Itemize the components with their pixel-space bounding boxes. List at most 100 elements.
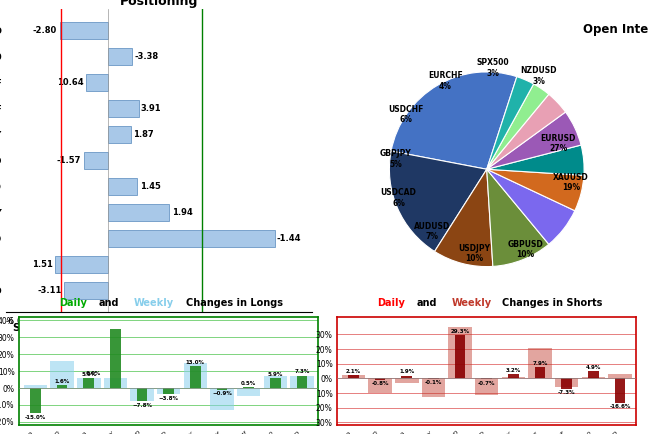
Bar [108, 100, 138, 117]
Bar [395, 378, 419, 383]
Text: 3.91: 3.91 [141, 104, 162, 113]
Text: USDJPY
10%: USDJPY 10% [458, 244, 490, 263]
Bar [290, 376, 313, 388]
Bar [342, 375, 365, 378]
Text: 1.45: 1.45 [140, 182, 161, 191]
Bar [369, 378, 392, 393]
Text: USDCHF
6%: USDCHF 6% [389, 105, 424, 125]
Bar [508, 374, 519, 378]
Bar [237, 388, 260, 397]
Text: EURCHF
4%: EURCHF 4% [428, 71, 463, 91]
Bar [55, 256, 108, 273]
Text: 2.1%: 2.1% [346, 369, 361, 374]
Bar [348, 375, 359, 378]
Text: USDCAD
6%: USDCAD 6% [380, 188, 417, 207]
Wedge shape [391, 72, 517, 169]
Bar [60, 23, 108, 39]
Text: -0.8%: -0.8% [371, 381, 389, 386]
Text: Daily: Daily [59, 298, 87, 308]
Bar [164, 388, 174, 395]
Text: -1.44: -1.44 [277, 234, 301, 243]
Bar [110, 329, 121, 388]
Bar [615, 378, 626, 403]
Bar [535, 367, 545, 378]
Bar [482, 378, 492, 379]
Text: XAUUSD
19%: XAUUSD 19% [553, 173, 589, 192]
Bar [270, 378, 280, 388]
Text: −7.8%: −7.8% [132, 403, 152, 408]
Text: Changes in Longs: Changes in Longs [186, 298, 283, 308]
Text: 1.87: 1.87 [133, 130, 154, 139]
Bar [297, 376, 308, 388]
Text: -0.1%: -0.1% [424, 380, 442, 385]
Bar [108, 230, 275, 247]
Bar [582, 377, 605, 378]
Bar [448, 327, 472, 378]
Text: 5.9%: 5.9% [267, 372, 283, 377]
Text: Short: Short [12, 323, 45, 333]
Bar [86, 74, 108, 91]
Wedge shape [435, 169, 493, 266]
Wedge shape [389, 151, 487, 251]
Bar [217, 388, 227, 390]
Bar [84, 152, 108, 169]
Bar [608, 374, 631, 378]
Wedge shape [487, 169, 575, 244]
Text: 29.3%: 29.3% [450, 329, 470, 334]
Text: −3.8%: −3.8% [159, 396, 178, 401]
Bar [555, 378, 578, 387]
Text: -16.6%: -16.6% [609, 404, 631, 409]
Text: SPX500
3%: SPX500 3% [477, 58, 509, 78]
Wedge shape [487, 145, 584, 175]
Bar [57, 385, 67, 388]
Text: 7.3%: 7.3% [295, 369, 310, 374]
Bar [30, 388, 41, 414]
Bar [184, 362, 207, 388]
Bar [588, 371, 598, 378]
Bar [130, 388, 154, 401]
Wedge shape [487, 94, 565, 169]
Text: -15.0%: -15.0% [25, 415, 46, 420]
Text: NZDUSD
3%: NZDUSD 3% [520, 66, 557, 85]
Text: and: and [99, 298, 119, 308]
Text: and: and [417, 298, 437, 308]
Text: 1.51: 1.51 [32, 260, 53, 269]
Bar [108, 178, 138, 195]
Text: 0.5%: 0.5% [241, 381, 256, 386]
Text: Long: Long [276, 323, 306, 333]
Text: 10.64: 10.64 [56, 78, 83, 87]
Text: 4.9%: 4.9% [585, 365, 601, 370]
Text: AUDUSD
7%: AUDUSD 7% [414, 222, 450, 241]
Bar [502, 377, 525, 378]
Bar [24, 385, 47, 388]
Text: Weekly: Weekly [134, 298, 174, 308]
Text: 3.2%: 3.2% [506, 368, 521, 372]
Text: Open Interest: Open Interest [583, 23, 649, 36]
Text: EURUSD
27%: EURUSD 27% [541, 134, 576, 153]
Bar [104, 378, 127, 388]
Bar [108, 49, 132, 65]
Bar [190, 366, 201, 388]
Text: -3.38: -3.38 [134, 53, 158, 61]
Bar [402, 375, 412, 378]
Bar [51, 361, 74, 388]
Text: -3.11: -3.11 [38, 286, 62, 295]
Bar [561, 378, 572, 389]
Text: 1.9%: 1.9% [399, 369, 415, 375]
Text: 7.9%: 7.9% [532, 361, 548, 365]
Bar [455, 335, 465, 378]
Wedge shape [487, 112, 581, 169]
Text: Changes in Shorts: Changes in Shorts [502, 298, 603, 308]
Bar [108, 204, 169, 221]
Bar [263, 376, 287, 388]
Bar [243, 387, 254, 388]
Text: GBPUSD
10%: GBPUSD 10% [508, 240, 544, 260]
Text: 5.9%: 5.9% [81, 372, 97, 377]
Bar [64, 282, 108, 299]
Text: GBPJPY
5%: GBPJPY 5% [380, 149, 411, 168]
Text: 1.94: 1.94 [172, 208, 192, 217]
Text: Weekly: Weekly [452, 298, 492, 308]
Text: 6.0%: 6.0% [85, 372, 101, 377]
Bar [475, 378, 498, 395]
Text: −0.9%: −0.9% [212, 391, 232, 396]
